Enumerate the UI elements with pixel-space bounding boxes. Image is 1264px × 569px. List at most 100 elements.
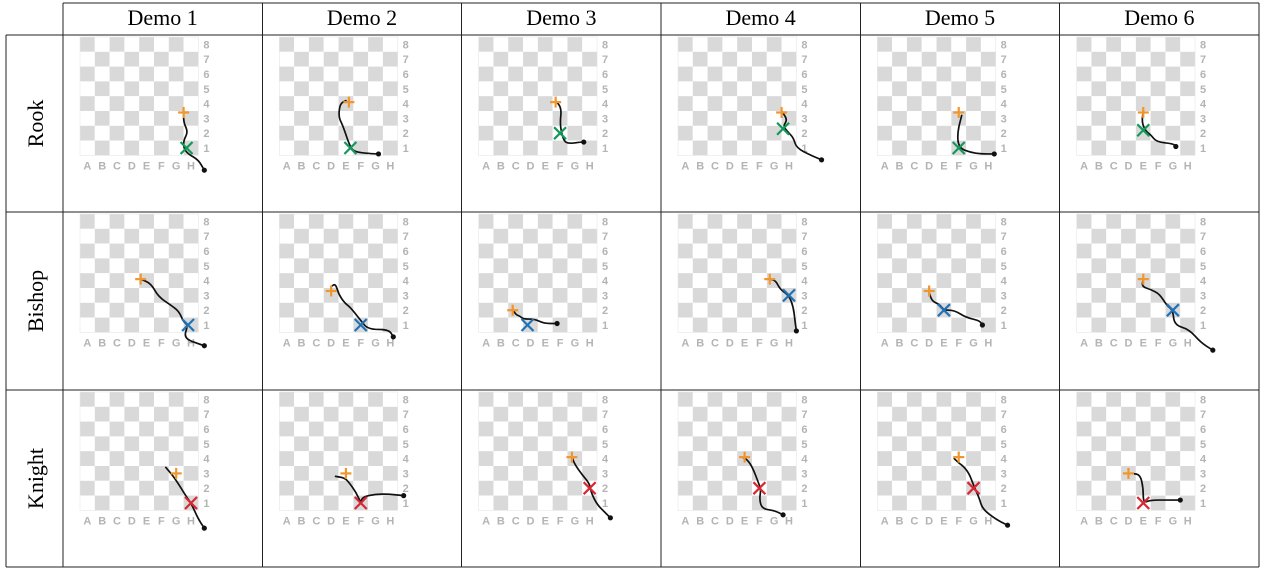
board-square <box>478 96 494 111</box>
board-square <box>552 288 568 303</box>
file-label: D <box>925 515 933 527</box>
board-square <box>308 406 324 422</box>
board-square <box>508 451 524 466</box>
board-square <box>478 243 494 259</box>
board-square <box>279 214 295 229</box>
rank-label: 5 <box>203 261 209 273</box>
board-square <box>737 140 752 156</box>
rank-label: 5 <box>203 84 209 96</box>
board-square <box>1091 125 1107 141</box>
board-square <box>294 243 309 259</box>
board-square <box>1135 37 1151 52</box>
board-square <box>154 258 169 274</box>
rank-label: 5 <box>1200 439 1206 451</box>
board-square <box>353 243 369 259</box>
board-square <box>1076 288 1092 303</box>
board-square <box>94 258 110 274</box>
board-square <box>678 243 693 259</box>
board-square <box>892 451 907 466</box>
demo-cell-knight-5: A B C D E F G H1 2 3 4 5 6 7 8 <box>877 391 1011 528</box>
board-square <box>183 111 199 126</box>
board-square <box>478 302 494 318</box>
board-square <box>323 111 339 126</box>
board-square <box>1106 140 1122 156</box>
rank-label: 7 <box>602 409 608 421</box>
board-square <box>1121 480 1136 496</box>
board-square <box>1121 125 1136 141</box>
file-label: H <box>785 337 793 349</box>
file-label: F <box>357 515 364 527</box>
board-square <box>877 125 893 141</box>
board-square <box>892 436 907 452</box>
board-square <box>338 37 354 52</box>
goal-marker-b <box>951 141 966 155</box>
board-square <box>323 317 339 333</box>
board-square <box>94 302 110 318</box>
board-square <box>966 392 981 407</box>
board-square <box>168 140 184 156</box>
file-label: B <box>1095 160 1103 172</box>
board-square <box>1121 81 1136 97</box>
board-square <box>906 140 922 156</box>
board-square <box>523 111 538 126</box>
board-square <box>936 111 952 126</box>
board-square <box>1121 406 1136 422</box>
column-header: Demo 5 <box>925 5 995 30</box>
rank-label: 7 <box>801 54 807 66</box>
rank-label: 6 <box>1001 424 1007 436</box>
board-square <box>1135 81 1151 97</box>
board-square <box>692 228 708 244</box>
rank-label: 2 <box>1200 483 1206 495</box>
board-square <box>308 480 324 496</box>
file-label: B <box>696 515 704 527</box>
board-square <box>921 421 937 437</box>
board-square <box>892 51 907 67</box>
board-square <box>1091 317 1107 333</box>
board-square <box>154 480 169 496</box>
board-square <box>722 495 738 511</box>
board-outline <box>279 213 399 333</box>
board-square <box>1121 243 1136 259</box>
board-square <box>523 228 538 244</box>
board-square <box>921 258 937 274</box>
rank-label: 7 <box>403 409 409 421</box>
demo-cell-rook-2: A B C D E F G H1 2 3 4 5 6 7 8 <box>279 36 410 172</box>
board-square <box>478 111 494 126</box>
rank-label: 2 <box>403 305 409 317</box>
board-square <box>139 480 154 496</box>
board-square <box>308 140 324 156</box>
rank-label: 3 <box>1001 290 1007 302</box>
file-label: D <box>925 337 933 349</box>
file-label: H <box>586 337 594 349</box>
board-square <box>892 421 907 437</box>
board-square <box>139 81 154 97</box>
board-square <box>678 214 693 229</box>
board-square <box>168 214 184 229</box>
board-square <box>1121 51 1136 67</box>
board-square <box>308 37 324 52</box>
trajectory-line <box>338 99 380 155</box>
board-square <box>877 288 893 303</box>
board-square <box>94 451 110 466</box>
board-square <box>1091 258 1107 274</box>
board-square <box>323 140 339 156</box>
rank-label: 2 <box>1001 483 1007 495</box>
board-square <box>154 37 169 52</box>
board-square <box>353 302 369 318</box>
board-square <box>154 495 169 511</box>
board-square <box>781 51 797 67</box>
board-square <box>279 140 295 156</box>
board-square <box>537 436 553 452</box>
board-square <box>980 288 996 303</box>
board-square <box>692 51 708 67</box>
rank-label: 1 <box>1001 320 1007 332</box>
file-label: H <box>785 160 793 172</box>
board-square <box>980 406 996 422</box>
board-square <box>877 140 893 156</box>
board-square <box>338 406 354 422</box>
file-label: C <box>711 515 719 527</box>
board-square <box>552 451 568 466</box>
goal-marker-b <box>343 141 358 155</box>
board-square <box>1165 495 1181 511</box>
